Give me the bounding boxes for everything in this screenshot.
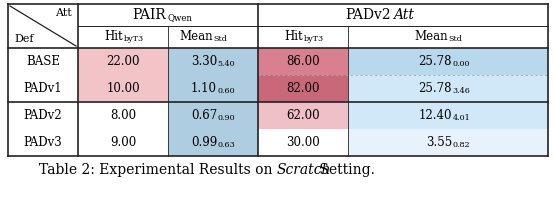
- Text: 0.60: 0.60: [218, 87, 235, 95]
- Bar: [258, 75, 348, 102]
- Bar: [168, 129, 258, 156]
- Text: 8.00: 8.00: [110, 109, 136, 122]
- Text: Att: Att: [55, 8, 72, 18]
- Text: Scratch: Scratch: [277, 163, 331, 177]
- Text: Hit: Hit: [104, 31, 123, 44]
- Bar: [168, 75, 258, 102]
- Text: 22.00: 22.00: [106, 55, 140, 68]
- Text: 82.00: 82.00: [286, 82, 320, 95]
- Text: 1.10: 1.10: [191, 82, 217, 95]
- Text: Std: Std: [449, 35, 463, 43]
- Text: 0.90: 0.90: [218, 114, 235, 122]
- Text: byT3: byT3: [124, 35, 143, 43]
- Text: 3.30: 3.30: [191, 55, 217, 68]
- Text: BASE: BASE: [26, 55, 60, 68]
- Text: 10.00: 10.00: [106, 82, 140, 95]
- Text: 62.00: 62.00: [286, 109, 320, 122]
- Bar: [348, 48, 548, 75]
- Text: 25.78: 25.78: [418, 55, 452, 68]
- Text: 0.67: 0.67: [191, 109, 217, 122]
- Text: PADv3: PADv3: [24, 136, 63, 149]
- Text: 0.82: 0.82: [453, 141, 470, 149]
- Text: 0.00: 0.00: [453, 60, 470, 68]
- Text: Mean: Mean: [179, 31, 213, 44]
- Text: byT3: byT3: [304, 35, 324, 43]
- Text: Setting.: Setting.: [315, 163, 375, 177]
- Text: 4.01: 4.01: [453, 114, 470, 122]
- Text: PADv2: PADv2: [345, 8, 391, 22]
- Text: Def: Def: [14, 34, 33, 44]
- Bar: [348, 102, 548, 129]
- Bar: [258, 102, 348, 129]
- Bar: [348, 75, 548, 102]
- Text: 0.63: 0.63: [218, 141, 235, 149]
- Text: 86.00: 86.00: [286, 55, 320, 68]
- Bar: [348, 129, 548, 156]
- Bar: [168, 48, 258, 75]
- Bar: [78, 75, 168, 102]
- Bar: [168, 102, 258, 129]
- Text: 3.55: 3.55: [426, 136, 452, 149]
- Text: Table 2: Experimental Results on: Table 2: Experimental Results on: [39, 163, 277, 177]
- Text: Mean: Mean: [414, 31, 448, 44]
- Text: 9.00: 9.00: [110, 136, 136, 149]
- Text: PADv2: PADv2: [24, 109, 62, 122]
- Text: 5.40: 5.40: [218, 60, 235, 68]
- Bar: [258, 48, 348, 75]
- Text: Hit: Hit: [284, 31, 303, 44]
- Text: 12.40: 12.40: [418, 109, 452, 122]
- Text: 3.46: 3.46: [453, 87, 470, 95]
- Text: Std: Std: [213, 35, 227, 43]
- Bar: [78, 48, 168, 75]
- Text: 25.78: 25.78: [418, 82, 452, 95]
- Text: Qwen: Qwen: [167, 13, 192, 22]
- Text: 30.00: 30.00: [286, 136, 320, 149]
- Text: Att: Att: [393, 8, 414, 22]
- Text: PAIR: PAIR: [132, 8, 166, 22]
- Text: 0.99: 0.99: [191, 136, 217, 149]
- Text: PADv1: PADv1: [24, 82, 62, 95]
